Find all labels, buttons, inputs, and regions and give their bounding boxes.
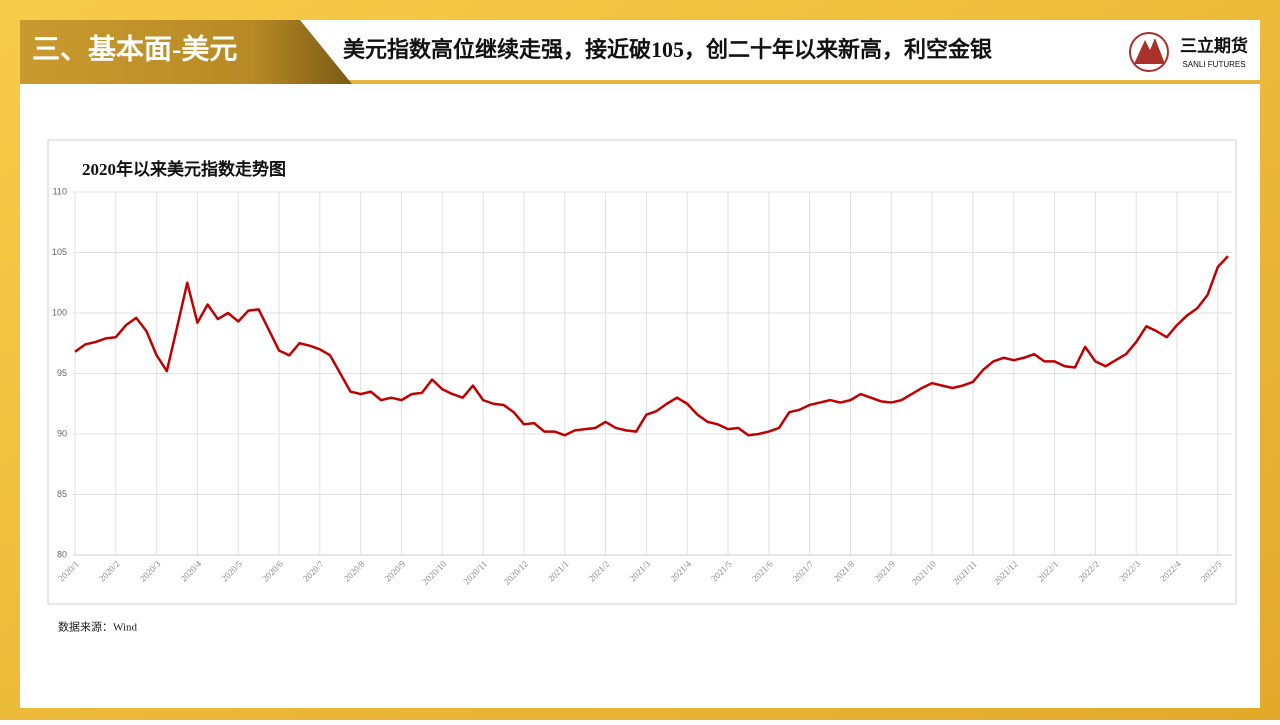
section-tab [20, 20, 352, 84]
y-tick-label: 100 [52, 307, 67, 317]
y-tick-label: 85 [57, 489, 67, 499]
y-tick-label: 90 [57, 428, 67, 438]
y-tick-label: 95 [57, 368, 67, 378]
logo: 三立期货 SANLI FUTURES [1128, 22, 1260, 78]
data-line [74, 255, 1229, 437]
source-note: 数据来源：Wind [58, 620, 137, 634]
logo-ring [1129, 32, 1169, 72]
y-tick-label: 80 [57, 549, 67, 559]
y-tick-label: 105 [52, 247, 67, 257]
y-tick-label: 110 [53, 186, 67, 196]
header-rule [20, 80, 1260, 84]
slide-title: 美元指数高位继续走强，接近破105，创二十年以来新高，利空金银 [343, 37, 993, 62]
logo-en: SANLI FUTURES [1182, 60, 1245, 69]
section-title: 三、基本面-美元 [32, 33, 237, 65]
logo-cn: 三立期货 [1180, 35, 1248, 55]
logo-mountain [1134, 38, 1165, 64]
chart-title: 2020年以来美元指数走势图 [82, 159, 286, 179]
